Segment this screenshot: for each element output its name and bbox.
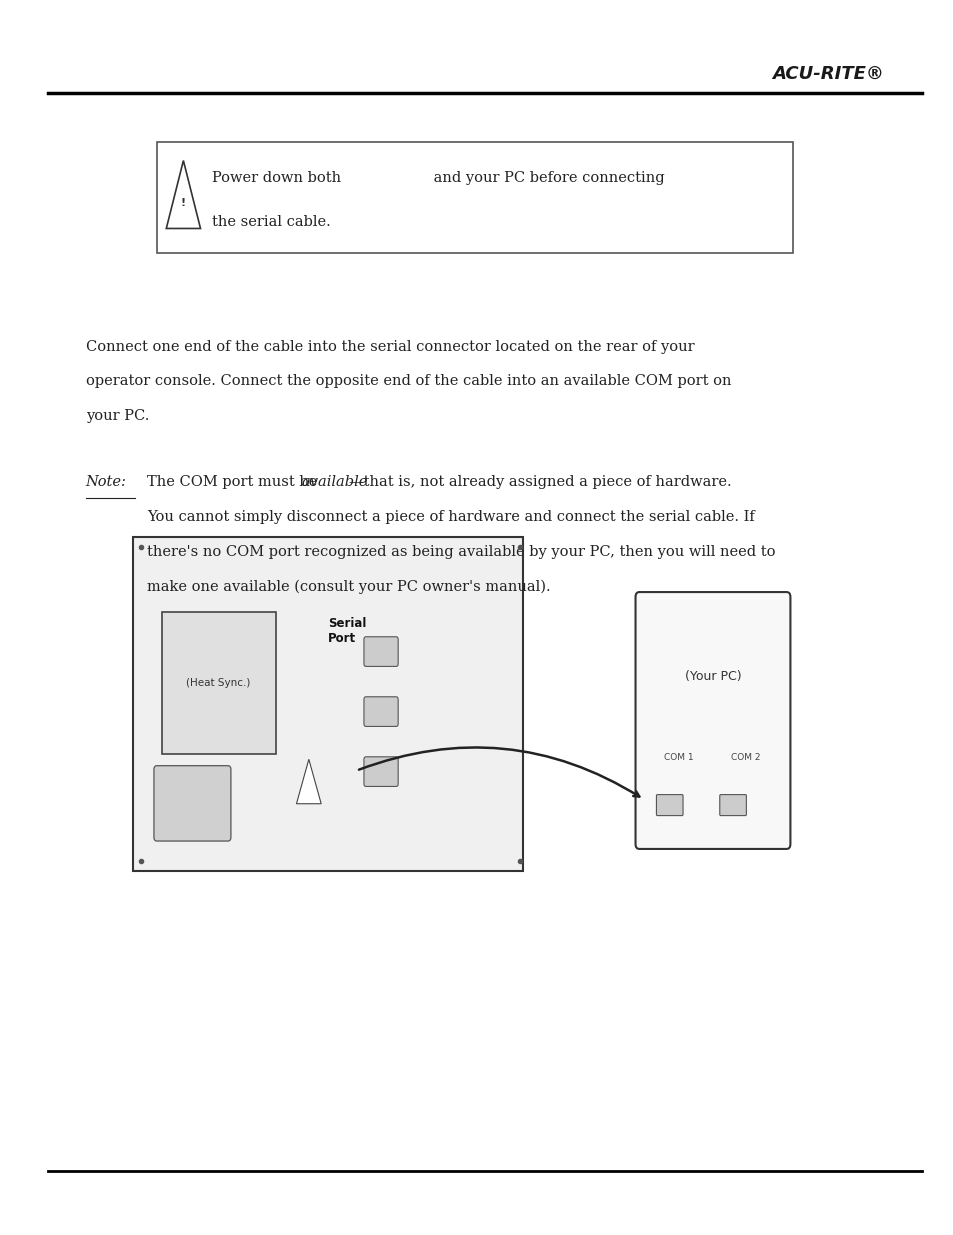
FancyBboxPatch shape: [363, 697, 397, 726]
Text: make one available (consult your PC owner's manual).: make one available (consult your PC owne…: [147, 579, 550, 594]
Text: Connect one end of the cable into the serial connector located on the rear of yo: Connect one end of the cable into the se…: [86, 340, 694, 353]
Text: —that is, not already assigned a piece of hardware.: —that is, not already assigned a piece o…: [349, 475, 731, 489]
Text: ACU-RITE®: ACU-RITE®: [771, 64, 882, 83]
FancyBboxPatch shape: [635, 592, 790, 848]
Polygon shape: [296, 760, 321, 804]
Text: COM 1: COM 1: [663, 753, 693, 762]
Text: You cannot simply disconnect a piece of hardware and connect the serial cable. I: You cannot simply disconnect a piece of …: [147, 510, 754, 524]
Text: The COM port must be: The COM port must be: [147, 475, 322, 489]
Text: Serial
Port: Serial Port: [328, 618, 366, 645]
Text: operator console. Connect the opposite end of the cable into an available COM po: operator console. Connect the opposite e…: [86, 374, 730, 388]
FancyBboxPatch shape: [363, 757, 397, 787]
FancyBboxPatch shape: [363, 637, 397, 667]
FancyBboxPatch shape: [156, 142, 793, 253]
FancyBboxPatch shape: [161, 613, 275, 753]
Text: !: !: [181, 198, 186, 207]
FancyBboxPatch shape: [132, 537, 522, 871]
Text: your PC.: your PC.: [86, 409, 149, 422]
Text: available: available: [301, 475, 367, 489]
Text: Power down both                    and your PC before connecting: Power down both and your PC before conne…: [212, 170, 664, 184]
FancyBboxPatch shape: [153, 766, 231, 841]
Text: Note:: Note:: [86, 475, 126, 489]
Polygon shape: [166, 161, 200, 228]
Text: COM 2: COM 2: [730, 753, 760, 762]
Text: there's no COM port recognized as being available by your PC, then you will need: there's no COM port recognized as being …: [147, 545, 775, 558]
FancyBboxPatch shape: [719, 794, 745, 815]
FancyBboxPatch shape: [656, 794, 682, 815]
Text: the serial cable.: the serial cable.: [212, 215, 331, 228]
Text: (Heat Sync.): (Heat Sync.): [186, 678, 251, 688]
Text: (Your PC): (Your PC): [684, 669, 740, 683]
